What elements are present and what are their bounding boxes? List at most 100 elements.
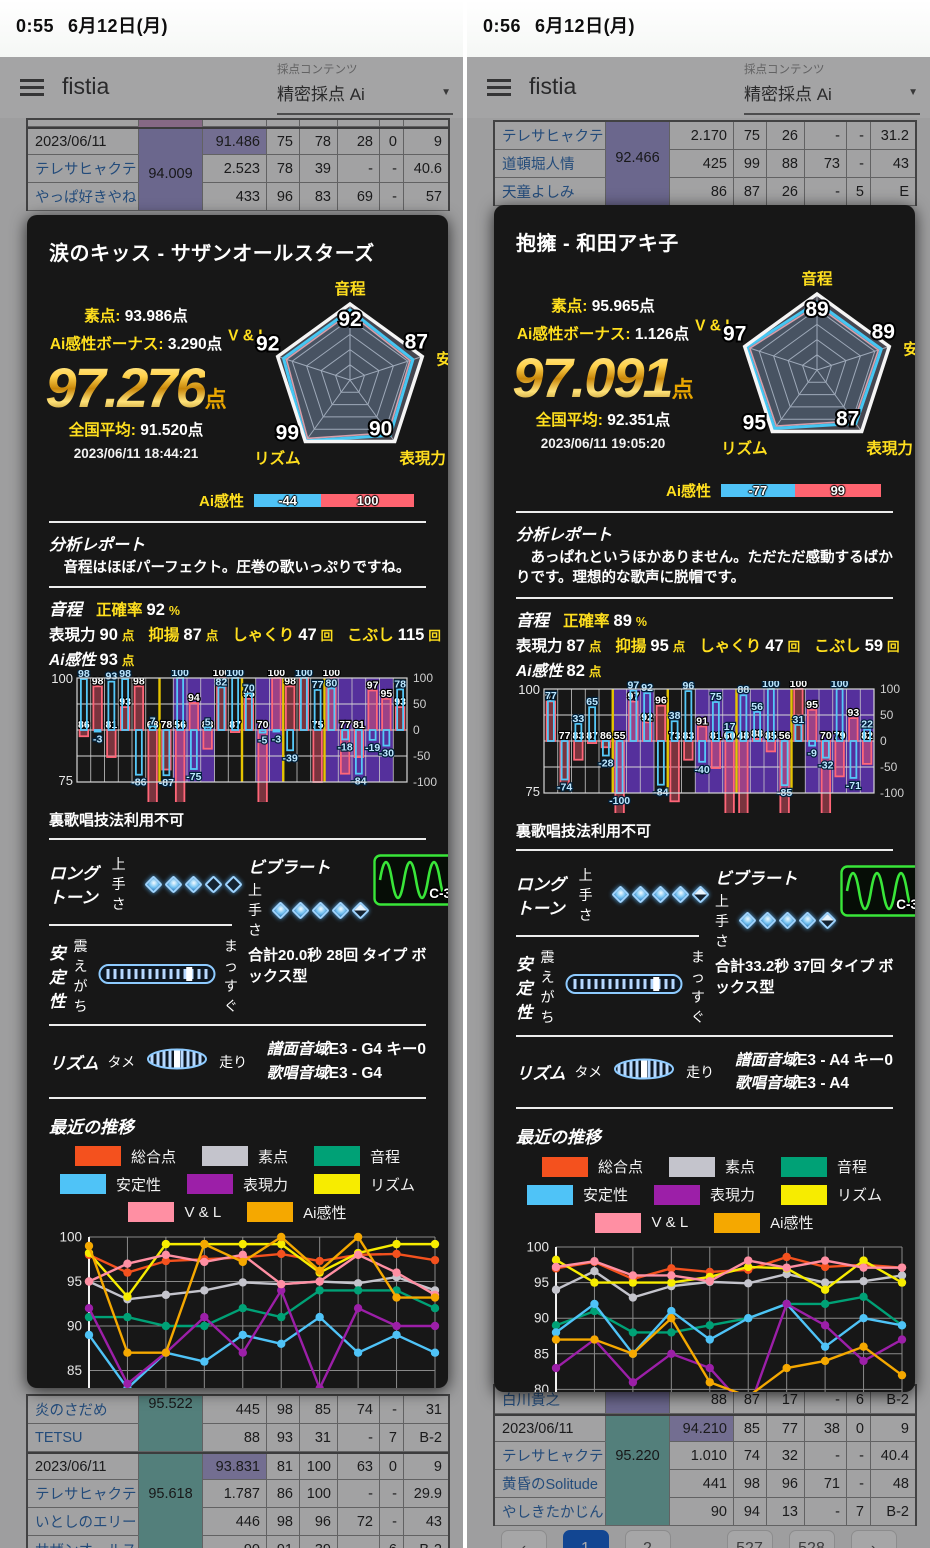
table-cell	[337, 120, 379, 126]
svg-text:75: 75	[526, 784, 540, 799]
technique-note: 裏歌唱技法利用不可	[49, 812, 185, 830]
svg-text:-9: -9	[807, 747, 816, 759]
svg-text:100: 100	[213, 670, 231, 679]
pagination-button[interactable]: ‹	[500, 1530, 547, 1548]
merged-score-cell: 92.466	[605, 150, 669, 178]
song-title: 抱擁 - 和田アキ子	[516, 233, 679, 255]
row-song-link[interactable]: テレサヒャクテ…	[502, 129, 605, 145]
table-row: 2023/06/11 93.831 81 100 63 0 9	[28, 1452, 448, 1480]
total-score-value: 97.276	[45, 356, 206, 419]
stat-value: 115	[397, 626, 425, 645]
table-cell: 446	[202, 1508, 266, 1535]
row-song-link[interactable]: やしきたかじん	[502, 1505, 604, 1521]
total-score-unit: 点	[671, 377, 694, 402]
sing-range-value: E3 - G4	[328, 1064, 383, 1082]
accuracy-value: 89	[613, 611, 632, 630]
table-cell: 90	[669, 1498, 733, 1525]
ai-bonus-value: 1.126点	[634, 326, 690, 343]
legend-item: Ai感性	[714, 1212, 814, 1233]
stat-value: 87	[566, 636, 585, 655]
skill-diamond-icon	[631, 885, 650, 904]
pagination-button[interactable]: 527	[726, 1530, 773, 1548]
table-cell	[379, 120, 403, 126]
row-song-link[interactable]: 天童よしみ	[502, 185, 575, 201]
stat-unit: 点	[588, 639, 602, 654]
svg-text:リズム: リズム	[254, 448, 301, 467]
row-song-link[interactable]: テレサヒャクテ…	[35, 1487, 138, 1503]
legend-item: 表現力	[186, 1174, 288, 1195]
legend-label: 表現力	[242, 1176, 288, 1194]
legend-label: 素点	[724, 1159, 755, 1177]
score-detail-card: 涙のキッス - サザンオールスターズ 素点: 93.986点 Ai感性ボーナス:…	[27, 215, 448, 1388]
svg-text:92: 92	[338, 308, 361, 331]
table-cell: B-2	[870, 1386, 915, 1413]
stat-label: こぶし	[814, 637, 861, 655]
pagination-button[interactable]: 528	[788, 1530, 835, 1548]
scoring-content-selector[interactable]: 採点コンテンツ 精密採点 Ai ▼	[744, 61, 920, 115]
svg-text:87: 87	[836, 407, 859, 430]
row-song-link[interactable]: いとしのエリー	[35, 1515, 137, 1531]
row-song-link[interactable]: 道頓堀人情	[502, 157, 575, 173]
hamburger-menu-icon[interactable]	[20, 79, 44, 82]
row-song-link[interactable]: テレサヒャクテ…	[502, 1449, 605, 1465]
sing-range-value: E3 - A4	[797, 1074, 850, 1092]
legend-swatch	[781, 1184, 827, 1205]
svg-text:86: 86	[600, 730, 612, 742]
pagination-button[interactable]: 2	[624, 1530, 671, 1548]
table-row: 黄昏のSolitude 441 98 96 71-48	[495, 1470, 915, 1498]
table-cell: 40.6	[403, 155, 448, 182]
row-song-link[interactable]: 黄昏のSolitude	[502, 1477, 598, 1493]
svg-text:-75: -75	[186, 771, 201, 783]
longtone-label: ロングトーン	[49, 865, 99, 908]
table-cell: 86	[669, 178, 733, 205]
table-cell: 74	[733, 1442, 766, 1469]
svg-text:89: 89	[872, 321, 895, 344]
radar-chart: 音程 89 安定性 89 表現力 87 リズム 95 V & L97	[695, 266, 915, 478]
svg-text:100: 100	[59, 1229, 82, 1244]
svg-text:50: 50	[880, 708, 894, 722]
svg-text:87: 87	[405, 331, 428, 354]
legend-item: 表現力	[653, 1184, 755, 1205]
row-song-link[interactable]: やっぱ好きやね…	[35, 190, 138, 206]
score-radar-block: 素点: 93.986点 Ai感性ボーナス: 3.290点 97.276点 全国平…	[27, 276, 448, 488]
table-row: やしきたかじん 90 94 13-7 B-2	[495, 1498, 915, 1526]
legend-label: Ai感性	[303, 1204, 347, 1222]
svg-text:97: 97	[367, 680, 379, 692]
svg-text:表現力: 表現力	[398, 448, 446, 467]
hamburger-menu-icon[interactable]	[487, 79, 511, 82]
divider	[49, 521, 426, 523]
vibrato-skill-label: 上手さ	[248, 882, 262, 939]
svg-text:-74: -74	[557, 781, 572, 793]
skill-diamond-icon	[144, 875, 163, 894]
stability-right-label: まっすぐ	[223, 938, 238, 1015]
merged-score-cell: 95.522	[138, 1396, 202, 1424]
row-song-link[interactable]: サザンオールス…	[28, 1536, 138, 1548]
row-song-link[interactable]: 白川貴之	[502, 1393, 560, 1409]
scoring-content-selector[interactable]: 採点コンテンツ 精密採点 Ai ▼	[277, 61, 453, 115]
table-cell: 86	[266, 1480, 299, 1507]
performance-datetime: 2023/06/11 18:44:21	[73, 446, 199, 461]
pagination-button[interactable]: ›	[850, 1530, 897, 1548]
row-song-link[interactable]: 炎のさだめ	[35, 1403, 108, 1419]
selector-value: 精密採点 Ai	[744, 85, 832, 104]
table-cell: 87	[733, 1386, 766, 1413]
trend-chart: 75808590951002023/05/202023/05/212023/05…	[494, 1237, 915, 1392]
base-score-value: 93.986点	[124, 308, 188, 325]
legend-item: 音程	[314, 1146, 400, 1167]
divider	[49, 838, 426, 841]
svg-text:-100: -100	[413, 775, 437, 789]
performance-datetime: 2023/06/11 19:05:20	[540, 436, 666, 451]
merged-score-cell: 95.220	[605, 1442, 669, 1470]
table-cell: B-2	[403, 1424, 448, 1451]
table-cell: 28	[337, 129, 379, 154]
row-song-link[interactable]: テレサヒャクテ…	[35, 162, 138, 178]
pitch-label: 音程	[49, 601, 82, 620]
legend-label: V & L	[184, 1203, 222, 1221]
legend-swatch	[653, 1184, 700, 1205]
divider	[516, 848, 893, 851]
row-song-link[interactable]: TETSU	[35, 1429, 83, 1446]
vibrato-label: ビブラート	[715, 869, 798, 888]
table-cell: 75	[733, 122, 766, 149]
pagination-button[interactable]: 1	[562, 1530, 609, 1548]
table-cell: -	[846, 1442, 870, 1469]
